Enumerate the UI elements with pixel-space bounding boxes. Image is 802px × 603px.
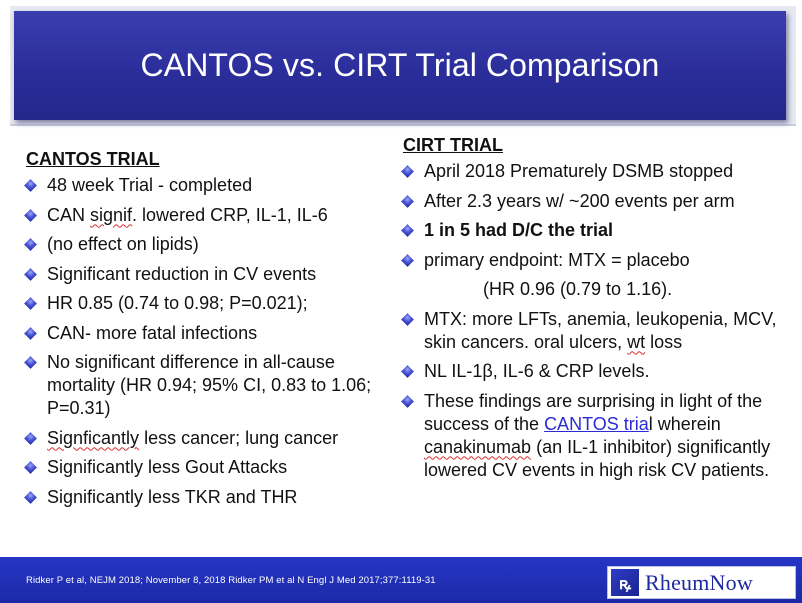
list-item: MTX: more LFTs, anemia, leukopenia, MCV,… (401, 308, 798, 354)
list-item: April 2018 Prematurely DSMB stopped (401, 160, 798, 183)
rheumnow-logo: ꝶ RheumNow (607, 566, 796, 599)
list-item-text: 1 in 5 had D/C the trial (424, 220, 614, 240)
spellcheck-word: wt (627, 331, 646, 352)
list-item: These findings are surprising in light o… (401, 390, 798, 482)
list-item: Signficantly less cancer; lung cancer (24, 427, 396, 450)
list-item-text: primary endpoint: MTX = placebo (424, 249, 690, 270)
list-item: primary endpoint: MTX = placebo (401, 249, 798, 272)
diamond-bullet-icon (24, 356, 37, 369)
list-item-text: (no effect on lipids) (47, 234, 199, 254)
list-item-text: HR 0.85 (0.74 to 0.98; P=0.021); (47, 293, 308, 313)
logo-text: RheumNow (645, 569, 753, 595)
list-item-text: Significantly less TKR and THR (47, 486, 298, 507)
diamond-bullet-icon (24, 238, 37, 251)
diamond-bullet-icon (24, 179, 37, 192)
diamond-bullet-icon (401, 312, 414, 326)
list-item-text: After 2.3 years w/ ~200 events per arm (424, 190, 735, 211)
diamond-bullet-icon (401, 165, 414, 178)
list-item: Significantly less TKR and THR (24, 486, 396, 509)
list-item-text: (HR 0.96 (0.79 to 1.16). (483, 279, 673, 299)
cantos-column: CANTOS TRIAL 48 week Trial - completed C… (24, 148, 396, 515)
cantos-trial-link[interactable]: CANTOS tria (544, 413, 649, 434)
cantos-heading: CANTOS TRIAL (26, 149, 160, 169)
diamond-bullet-icon (24, 431, 37, 445)
diamond-bullet-icon (24, 490, 37, 504)
cirt-heading: CIRT TRIAL (403, 135, 503, 155)
list-item-text: less cancer; lung cancer (139, 427, 339, 448)
list-item-text: These findings are surprising in light o… (424, 390, 763, 434)
slide-title: CANTOS vs. CIRT Trial Comparison (140, 47, 660, 83)
list-item-text: 48 week Trial - completed (47, 175, 253, 195)
diamond-bullet-icon (401, 194, 414, 208)
list-item: (HR 0.96 (0.79 to 1.16). (403, 278, 798, 301)
diamond-bullet-icon (24, 267, 37, 281)
list-item: 48 week Trial - completed (24, 174, 396, 197)
list-item: 1 in 5 had D/C the trial (401, 219, 798, 242)
diamond-bullet-icon (24, 297, 37, 310)
list-item-text: Significant reduction in CV events (47, 263, 317, 284)
title-box: CANTOS vs. CIRT Trial Comparison (14, 11, 786, 120)
diamond-bullet-icon (24, 326, 37, 340)
list-item-text: MTX: more LFTs, anemia, leukopenia, MCV,… (424, 308, 777, 352)
list-item-text: April 2018 Prematurely DSMB stopped (424, 161, 734, 181)
list-item: Significant reduction in CV events (24, 263, 396, 286)
title-banner: CANTOS vs. CIRT Trial Comparison (10, 6, 796, 126)
diamond-bullet-icon (24, 208, 37, 222)
cantos-list: 48 week Trial - completed CAN signif. lo… (24, 174, 396, 509)
list-item: HR 0.85 (0.74 to 0.98; P=0.021); (24, 292, 396, 315)
list-item-text: l wherein (648, 413, 721, 434)
cirt-list: April 2018 Prematurely DSMB stopped Afte… (401, 160, 798, 482)
diamond-bullet-icon (24, 461, 37, 474)
spellcheck-word: signif (90, 204, 133, 225)
list-item-text: CAN- more fatal infections (47, 322, 258, 343)
list-item: No significant difference in all-cause m… (24, 351, 396, 420)
list-item: (no effect on lipids) (24, 233, 396, 256)
diamond-bullet-icon (401, 365, 414, 378)
list-item: CAN- more fatal infections (24, 322, 396, 345)
diamond-bullet-icon (401, 394, 414, 408)
spellcheck-word: canakinumab (424, 436, 532, 457)
list-item: After 2.3 years w/ ~200 events per arm (401, 190, 798, 213)
list-item-text: (an IL-1 inhibitor) significantly lowere… (424, 436, 771, 480)
spellcheck-word: Signficantly (47, 427, 140, 448)
list-item-text: CAN (47, 204, 91, 225)
list-item: NL IL-1β, IL-6 & CRP levels. (401, 360, 798, 383)
list-item: CAN signif. lowered CRP, IL-1, IL-6 (24, 204, 396, 227)
list-item-text: No significant difference in all-cause m… (47, 352, 372, 418)
cirt-column: CIRT TRIAL April 2018 Prematurely DSMB s… (401, 134, 798, 488)
footer-citation: Ridker P et al, NEJM 2018; November 8, 2… (26, 575, 436, 586)
list-item-text: loss (645, 331, 683, 352)
list-item-text: Significantly less Gout Attacks (47, 457, 288, 477)
list-item-text: . lowered CRP, IL-1, IL-6 (132, 204, 328, 225)
diamond-bullet-icon (401, 224, 414, 237)
list-item: Significantly less Gout Attacks (24, 456, 396, 479)
rheumnow-logo-icon: ꝶ (611, 569, 639, 596)
list-item-text: NL IL-1β, IL-6 & CRP levels. (424, 361, 650, 381)
diamond-bullet-icon (401, 253, 414, 267)
